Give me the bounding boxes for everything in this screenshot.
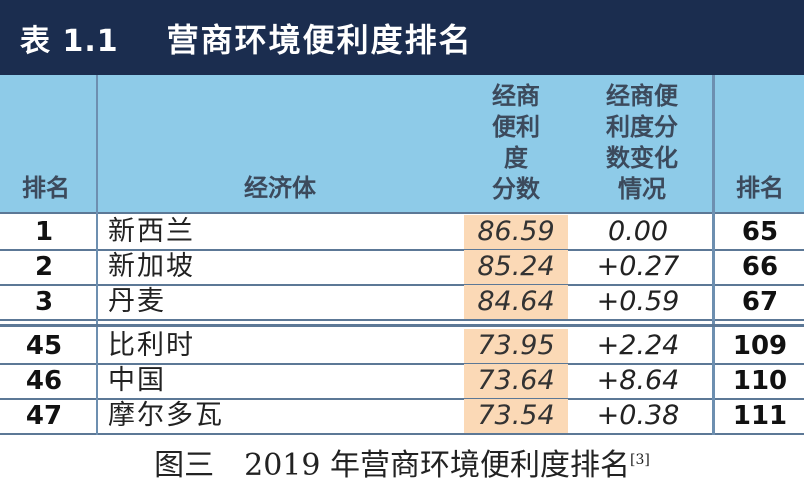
rank2-cell: 111 [732,401,788,431]
score-cell: 73.95 [464,329,568,363]
table-row: 45 比利时 73.95 +2.24 109 [0,329,804,363]
rank-cell: 3 [34,287,54,317]
header-rank: 排名 [22,174,70,202]
rank-cell: 45 [25,331,63,361]
change-cell: +0.38 [596,400,680,431]
header-score: 经商 便利 度 分数 [492,82,540,203]
score-cell: 85.24 [464,250,568,284]
row-divider [0,319,804,321]
figure-caption: 图三 2019 年营商环境便利度排名[3] [0,440,804,484]
change-cell: +2.24 [596,330,680,361]
economy-cell: 新加坡 [108,251,195,282]
header-change: 经商便 利度分 数变化 情况 [606,82,678,203]
header-rank-2: 排名 [736,174,784,202]
row-divider [0,398,804,400]
row-divider [0,433,804,435]
column-divider [96,212,98,324]
row-divider [0,212,804,214]
score-cell: 73.64 [464,364,568,398]
column-divider [96,327,98,435]
economy-cell: 丹麦 [108,286,166,317]
table-title-bar: 表 1.1 营商环境便利度排名 [0,0,804,75]
section-divider [0,324,804,327]
economy-cell: 比利时 [108,330,195,361]
rank-cell: 47 [25,401,63,431]
column-divider [712,327,715,435]
table-header: 排名 经济体 经商 便利 度 分数 经商便 利度分 数变化 情况 排名 [0,75,804,212]
table-title: 营商环境便利度排名 [166,20,473,59]
header-divider [96,75,98,212]
rank2-cell: 67 [741,287,779,317]
change-cell: +0.59 [596,286,680,317]
header-divider [712,75,715,212]
table-row: 46 中国 73.64 +8.64 110 [0,364,804,398]
table-row: 3 丹麦 84.64 +0.59 67 [0,285,804,319]
caption-text: 图三 2019 年营商环境便利度排名 [154,448,631,483]
economy-cell: 摩尔多瓦 [108,400,224,431]
table-row: 1 新西兰 86.59 0.00 65 [0,215,804,249]
row-divider [0,363,804,365]
header-economy: 经济体 [244,174,316,202]
rank2-cell: 65 [741,217,779,247]
table-row: 47 摩尔多瓦 73.54 +0.38 111 [0,399,804,433]
rank-cell: 2 [34,252,54,282]
table-number: 表 1.1 [20,23,119,59]
economy-cell: 新西兰 [108,216,195,247]
row-divider [0,249,804,251]
table-row: 2 新加坡 85.24 +0.27 66 [0,250,804,284]
score-cell: 73.54 [464,399,568,433]
economy-cell: 中国 [108,365,166,396]
rank2-cell: 109 [732,331,788,361]
score-cell: 86.59 [464,215,568,249]
change-cell: +0.27 [596,251,680,282]
rank2-cell: 110 [732,366,788,396]
column-divider [712,212,715,324]
rank-cell: 1 [34,217,54,247]
score-cell: 84.64 [464,285,568,319]
change-cell: 0.00 [607,216,669,247]
row-divider [0,284,804,286]
caption-reference: [3] [630,452,650,468]
rank2-cell: 66 [741,252,779,282]
change-cell: +8.64 [596,365,680,396]
rank-cell: 46 [25,366,63,396]
